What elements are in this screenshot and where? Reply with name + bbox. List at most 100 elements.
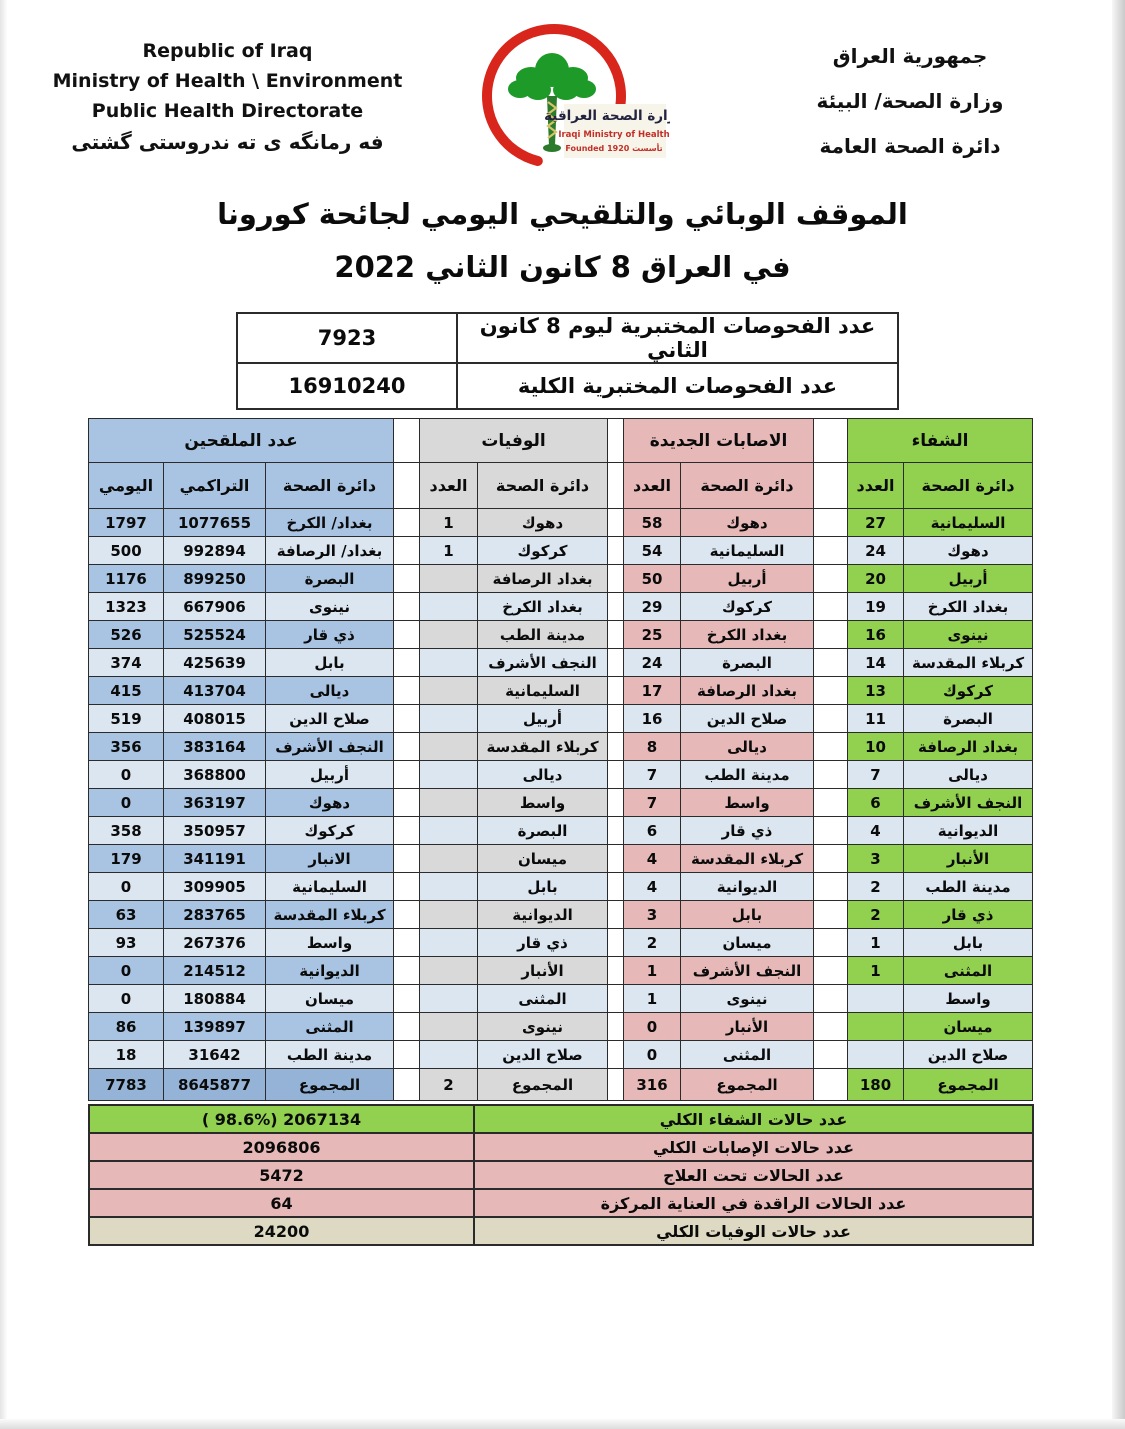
total-tests-label: عدد الفحوصات المختبرية الكلية [456, 362, 899, 410]
new-cases-count-cell: 0 [623, 1012, 682, 1041]
recovered-directorate-cell: المثنى [903, 956, 1034, 985]
separator-cell [607, 508, 625, 537]
deaths-directorate-cell: بغداد الكرخ [477, 592, 609, 621]
vaccinated-directorate-cell: ديالى [264, 676, 395, 705]
separator-cell [607, 732, 625, 761]
new-cases-directorate-header: دائرة الصحة [680, 462, 815, 509]
recovered-directorate-header: دائرة الصحة [903, 462, 1034, 509]
separator-cell [393, 844, 421, 873]
summary-value-cell: 24200 [88, 1216, 475, 1246]
recovered-count-cell: 24 [847, 536, 905, 565]
deaths-count-cell [419, 592, 479, 621]
deaths-directorate-cell: المثنى [477, 984, 609, 1013]
table-row: 16910240 عدد الفحوصات المختبرية الكلية [236, 362, 899, 410]
table-row: 86 139897 المثنى نينوى 0 الأنبار ميسان [88, 1012, 1034, 1041]
recovered-count-cell [847, 1040, 905, 1069]
recovered-directorate-cell: الأنبار [903, 844, 1034, 873]
deaths-count-cell [419, 564, 479, 593]
separator-cell [607, 816, 625, 845]
separator-cell [607, 648, 625, 677]
separator-cell [813, 1040, 849, 1069]
new-cases-directorate-cell: كركوك [680, 592, 815, 621]
summary-row: 24200 عدد حالات الوفيات الكلي [88, 1216, 1034, 1246]
header-arabic: جمهورية العراق وزارة الصحة/ البيئة دائرة… [770, 34, 1050, 169]
separator-cell [813, 928, 849, 957]
vaccinated-directorate-cell: بغداد/ الكرخ [264, 508, 395, 537]
separator-cell [393, 872, 421, 901]
summary-label-cell: عدد الحالات تحت العلاج [473, 1160, 1034, 1190]
vaccinated-directorate-cell: الديوانية [264, 956, 395, 985]
recovered-count-cell: 10 [847, 732, 905, 761]
new-cases-directorate-cell: ديالى [680, 732, 815, 761]
vaccinated-cumulative-cell: 408015 [163, 704, 266, 733]
separator-cell [393, 984, 421, 1013]
separator-cell [393, 620, 421, 649]
vaccinated-cumulative-cell: 214512 [163, 956, 266, 985]
vaccinated-directorate-cell: بغداد/ الرصافة [264, 536, 395, 565]
new-cases-count-cell: 3 [623, 900, 682, 929]
deaths-directorate-cell: البصرة [477, 816, 609, 845]
recovered-count-cell: 3 [847, 844, 905, 873]
summary-table-body: ( 98.6%) 2067134 عدد حالات الشفاء الكلي 20… [88, 1104, 1034, 1246]
new-cases-count-cell: 24 [623, 648, 682, 677]
separator-cell [393, 760, 421, 789]
vaccinated-directorate-cell: الانبار [264, 844, 395, 873]
vaccinated-cumulative-cell: 413704 [163, 676, 266, 705]
caduceus-snake-icon [546, 101, 558, 139]
summary-label-cell: عدد حالات الوفيات الكلي [473, 1216, 1034, 1246]
daily-tests-value: 7923 [236, 312, 458, 364]
palm-tree-icon [508, 53, 596, 152]
separator-cell [607, 536, 625, 565]
separator-cell [607, 1012, 625, 1041]
recovered-count-cell: 19 [847, 592, 905, 621]
vaccinated-directorate-cell: المجموع [264, 1068, 395, 1101]
separator-cell [607, 1040, 625, 1069]
vaccinated-cumulative-cell: 899250 [163, 564, 266, 593]
vaccinated-directorate-cell: البصرة [264, 564, 395, 593]
table-row: 374 425639 بابل النجف الأشرف 24 البصرة 14 كربلا… [88, 648, 1034, 677]
vaccinated-daily-cell: 0 [88, 956, 164, 985]
vaccinated-daily-cell: 86 [88, 1012, 164, 1041]
vaccinated-cumulative-cell: 8645877 [163, 1068, 266, 1101]
new-cases-count-cell: 16 [623, 704, 682, 733]
recovered-count-cell: 4 [847, 816, 905, 845]
report-title-line2: في العراق 8 كانون الثاني 2022 [334, 250, 791, 284]
deaths-section-title: الوفيات [419, 418, 609, 463]
table-row: 1323 667906 نينوى بغداد الكرخ 29 كركوك 19 بغداد… [88, 592, 1034, 621]
vaccinated-directorate-cell: مدينة الطب [264, 1040, 395, 1069]
recovered-count-cell: 2 [847, 872, 905, 901]
new-cases-directorate-cell: السليمانية [680, 536, 815, 565]
vaccinated-daily-cell: 0 [88, 872, 164, 901]
recovered-count-cell [847, 984, 905, 1013]
recovered-section-title: الشفاء [847, 418, 1034, 463]
deaths-directorate-cell: الأنبار [477, 956, 609, 985]
separator-cell [607, 592, 625, 621]
separator-cell [393, 928, 421, 957]
separator-cell [393, 564, 421, 593]
vaccinated-cumulative-cell: 425639 [163, 648, 266, 677]
separator-cell [607, 844, 625, 873]
separator-cell [813, 816, 849, 845]
summary-row: ( 98.6%) 2067134 عدد حالات الشفاء الكلي [88, 1104, 1034, 1134]
vaccinated-daily-cell: 358 [88, 816, 164, 845]
deaths-directorate-cell: دهوك [477, 508, 609, 537]
separator-cell [813, 900, 849, 929]
deaths-count-cell [419, 676, 479, 705]
separator-cell [393, 592, 421, 621]
deaths-count-cell [419, 760, 479, 789]
vaccinated-directorate-cell: كركوك [264, 816, 395, 845]
table-row: 0 214512 الديوانية الأنبار 1 النجف الأشرف 1 الم… [88, 956, 1034, 985]
new-cases-directorate-cell: مدينة الطب [680, 760, 815, 789]
new-cases-count-cell: 1 [623, 984, 682, 1013]
table-row: 356 383164 النجف الأشرف كربلاء المقدسة 8 ديال… [88, 732, 1034, 761]
recovered-directorate-cell: النجف الأشرف [903, 788, 1034, 817]
header-arabic-line3: دائرة الصحة العامة [819, 134, 1001, 158]
new-cases-directorate-cell: الديوانية [680, 872, 815, 901]
vaccinated-cumulative-cell: 350957 [163, 816, 266, 845]
vaccinated-daily-cell: 0 [88, 788, 164, 817]
separator-cell [393, 462, 421, 509]
vaccinated-section-title: عدد الملقحين [87, 418, 395, 463]
vaccinated-daily-cell: 63 [88, 900, 164, 929]
separator-cell [607, 704, 625, 733]
new-cases-directorate-cell: نينوى [680, 984, 815, 1013]
